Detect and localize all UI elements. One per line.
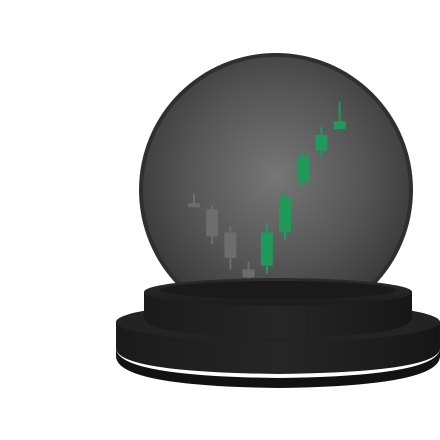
candle-body: [242, 269, 255, 278]
candle-8: [315, 127, 328, 159]
candle-6: [279, 189, 291, 241]
candle-5: [260, 222, 273, 274]
candle-1: [188, 193, 200, 208]
candle-body: [188, 203, 200, 208]
candle-body: [333, 121, 346, 130]
candle-2: [206, 205, 219, 245]
candle-body: [315, 134, 328, 151]
candle-body: [297, 156, 310, 182]
sphere-seat: [160, 281, 396, 299]
candle-4: [242, 261, 255, 280]
candle-body: [206, 209, 219, 237]
candlestick-chart: [188, 101, 346, 280]
candle-7: [297, 150, 310, 188]
candle-body: [279, 197, 291, 233]
candle-body: [260, 232, 273, 266]
candle-9: [333, 101, 346, 130]
candle-3: [224, 226, 237, 270]
candle-body: [224, 232, 237, 258]
base-lower-bottom-edge: [116, 348, 440, 388]
pedestal-base: [116, 278, 440, 388]
